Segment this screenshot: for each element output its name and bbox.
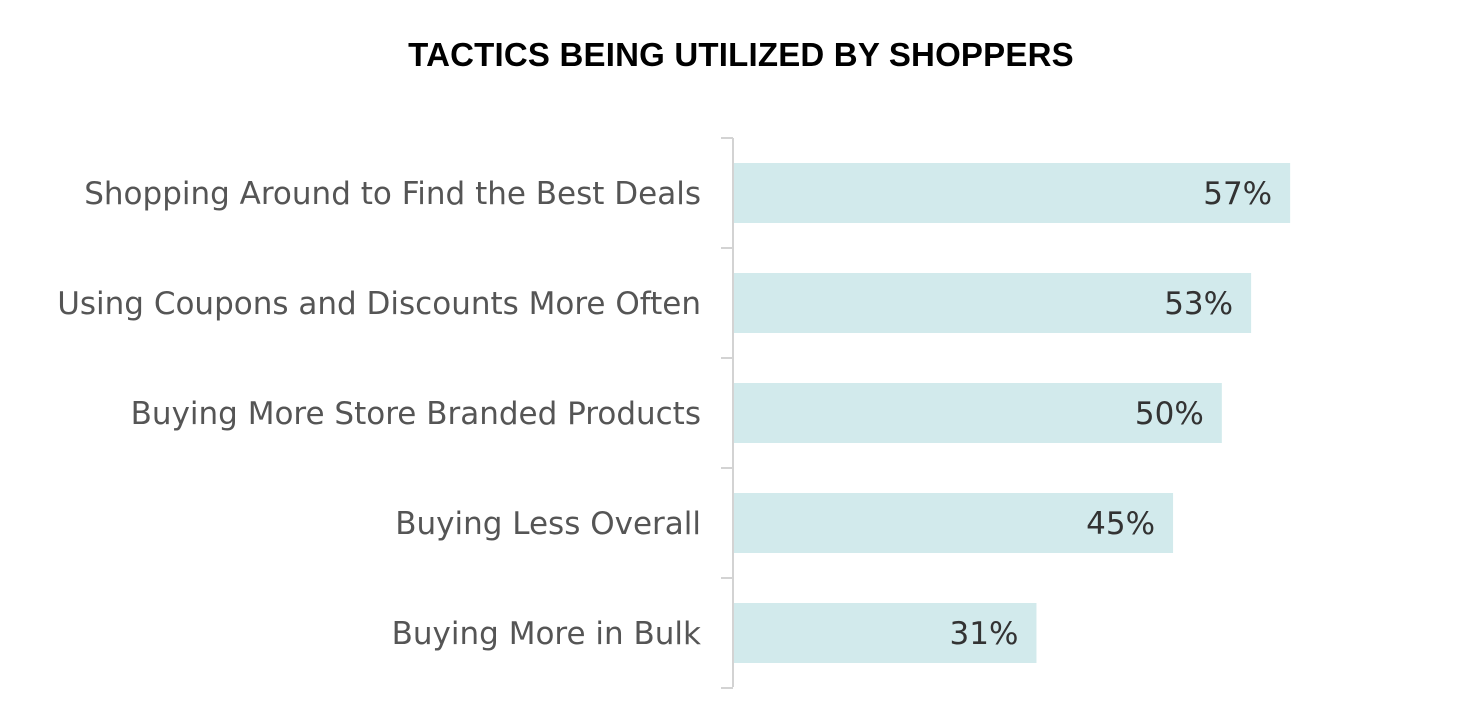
category-label: Buying More in Bulk: [392, 616, 701, 652]
chart-title: TACTICS BEING UTILIZED BY SHOPPERS: [408, 36, 1074, 73]
category-label: Using Coupons and Discounts More Often: [57, 286, 701, 322]
category-label: Shopping Around to Find the Best Deals: [84, 176, 701, 212]
value-label: 31%: [950, 616, 1019, 652]
bar: [734, 273, 1252, 333]
value-label: 53%: [1164, 286, 1233, 322]
bar: [734, 383, 1222, 443]
value-label: 45%: [1086, 506, 1155, 542]
category-label: Buying Less Overall: [395, 506, 701, 542]
bar: [734, 603, 1037, 663]
category-label: Buying More Store Branded Products: [131, 396, 701, 432]
value-label: 57%: [1203, 176, 1272, 212]
bar: [734, 163, 1291, 223]
value-label: 50%: [1135, 396, 1204, 432]
bar: [734, 493, 1174, 553]
